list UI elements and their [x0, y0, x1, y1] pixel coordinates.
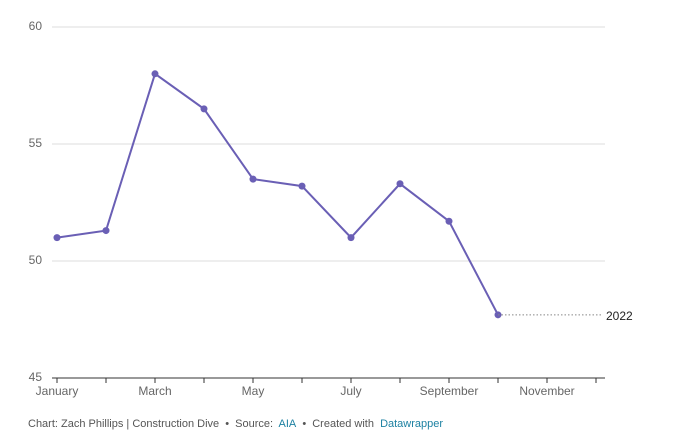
separator: • — [225, 418, 230, 430]
point — [396, 180, 404, 188]
x-tick-label: July — [340, 384, 361, 398]
x-tick-label: September — [420, 384, 479, 398]
credit: Chart: Zach Phillips | Construction Dive — [28, 418, 220, 430]
x-tick-label: March — [138, 384, 171, 398]
tool-link[interactable]: Datawrapper — [380, 418, 444, 430]
footer: Chart: Zach Phillips | Construction Dive… — [28, 418, 446, 430]
point — [249, 175, 257, 183]
point — [445, 217, 453, 225]
created-label: Created with — [312, 418, 374, 430]
y-tick-label: 50 — [29, 253, 43, 267]
point — [102, 227, 110, 235]
line — [56, 72, 499, 316]
point — [347, 234, 355, 242]
x-tick-label: May — [242, 384, 265, 398]
y-tick-label: 60 — [29, 19, 43, 33]
point — [151, 70, 159, 78]
source-label: Source: — [235, 418, 274, 430]
source-link[interactable]: AIA — [278, 418, 297, 430]
x-tick-label: November — [519, 384, 574, 398]
separator: • — [302, 418, 307, 430]
series-label: 2022 — [606, 309, 633, 323]
y-tick-label: 55 — [29, 136, 43, 150]
y-tick-label: 45 — [29, 370, 43, 384]
point — [200, 105, 208, 113]
point — [53, 234, 61, 242]
x-tick-label: January — [36, 384, 79, 398]
chart: 45 50 55 60 January March May July September Nove… — [29, 19, 633, 398]
point — [298, 182, 306, 190]
